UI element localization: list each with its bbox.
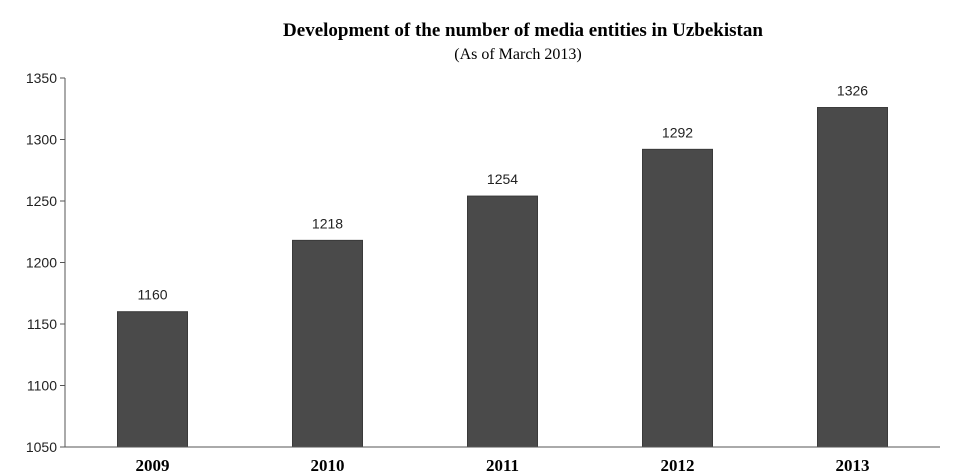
chart-subtitle: (As of March 2013) xyxy=(454,46,582,63)
y-tick-label: 1050 xyxy=(26,439,57,455)
data-label: 1292 xyxy=(662,124,693,140)
x-tick-label: 2011 xyxy=(486,456,519,475)
bar xyxy=(817,107,888,448)
x-tick-label: 2009 xyxy=(136,456,170,475)
y-tick-label: 1250 xyxy=(26,193,57,209)
bar xyxy=(467,195,538,448)
data-label: 1160 xyxy=(137,287,167,303)
bars: 1160 1218 1254 1292 1326 xyxy=(117,83,888,448)
y-tick-label: 1100 xyxy=(27,378,57,394)
data-label: 1218 xyxy=(312,215,343,231)
chart-title: Development of the number of media entit… xyxy=(283,20,763,41)
bar xyxy=(292,239,363,448)
data-label: 1254 xyxy=(487,171,518,187)
y-tick-label: 1300 xyxy=(26,132,57,148)
x-tick-label: 2012 xyxy=(661,456,695,475)
y-tick-label: 1200 xyxy=(26,255,57,271)
bar xyxy=(117,311,188,448)
x-tick-label: 2010 xyxy=(311,456,345,475)
y-tick-label: 1350 xyxy=(26,70,57,86)
data-label: 1326 xyxy=(837,83,868,99)
y-axis: 1050 1100 1150 1200 1250 1300 1350 xyxy=(26,70,66,455)
y-tick-label: 1150 xyxy=(27,316,57,332)
x-tick-label: 2013 xyxy=(836,456,870,475)
bar xyxy=(642,148,713,448)
x-axis: 2009 2010 2011 2012 2013 xyxy=(65,446,940,475)
